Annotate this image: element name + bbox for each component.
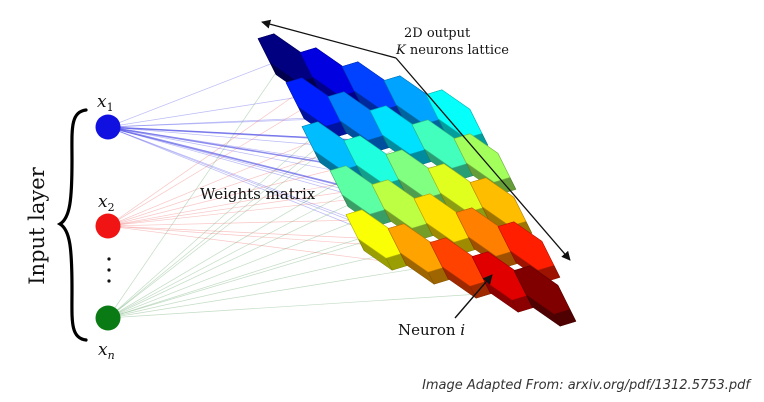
- neuron-top-face: [497, 221, 555, 271]
- lattice-neuron: [513, 265, 577, 327]
- weight-line: [107, 57, 287, 319]
- weight-line: [107, 101, 315, 227]
- weight-line: [107, 189, 359, 227]
- input-node-x2: [95, 213, 121, 239]
- weight-line: [107, 261, 459, 319]
- weights-matrix-label: Weights matrix: [200, 185, 316, 203]
- lattice-neuron: [343, 135, 407, 197]
- label-x2: x2: [98, 192, 115, 214]
- neuron-i-label: Neuron i: [398, 321, 465, 339]
- input-nodes: [95, 114, 121, 331]
- input-node-x1: [95, 114, 121, 140]
- weight-line: [107, 126, 331, 147]
- input-node-xn: [95, 305, 121, 331]
- output-title-line2: K neurons lattice: [395, 43, 509, 58]
- weight-line: [107, 57, 287, 128]
- weight-line: [107, 289, 543, 319]
- lattice-neuron: [471, 251, 535, 313]
- weight-line: [107, 126, 375, 235]
- lattice-arrow-diagonal: [395, 57, 571, 261]
- label-xn: xn: [98, 340, 115, 362]
- neuron-lattice: [257, 33, 577, 327]
- weight-line: [107, 159, 373, 227]
- weight-line: [107, 145, 331, 319]
- neuron-pointer-arrow: [454, 274, 493, 319]
- input-layer-brace: [56, 108, 88, 342]
- weight-line: [107, 233, 375, 319]
- lattice-neuron: [385, 149, 449, 211]
- label-x1: x1: [97, 92, 114, 114]
- weight-line: [107, 71, 329, 227]
- output-title-line1: 2D output: [404, 26, 471, 41]
- neuron-top-face: [513, 265, 571, 315]
- input-ellipsis: [107, 257, 111, 283]
- lattice-neuron: [429, 237, 493, 299]
- image-credit: Image Adapted From: arxiv.org/pdf/1312.5…: [422, 378, 750, 393]
- input-layer-label: Input layer: [25, 166, 49, 284]
- lattice-arrow: [261, 19, 397, 59]
